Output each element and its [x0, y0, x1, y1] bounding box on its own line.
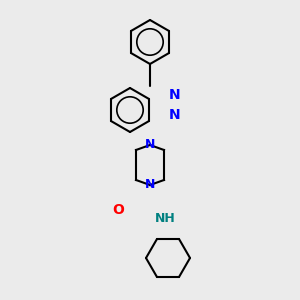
Text: NH: NH	[154, 212, 176, 224]
Text: N: N	[145, 178, 155, 191]
Text: N: N	[169, 88, 181, 102]
Text: N: N	[145, 139, 155, 152]
Text: N: N	[169, 108, 181, 122]
Text: O: O	[112, 203, 124, 217]
